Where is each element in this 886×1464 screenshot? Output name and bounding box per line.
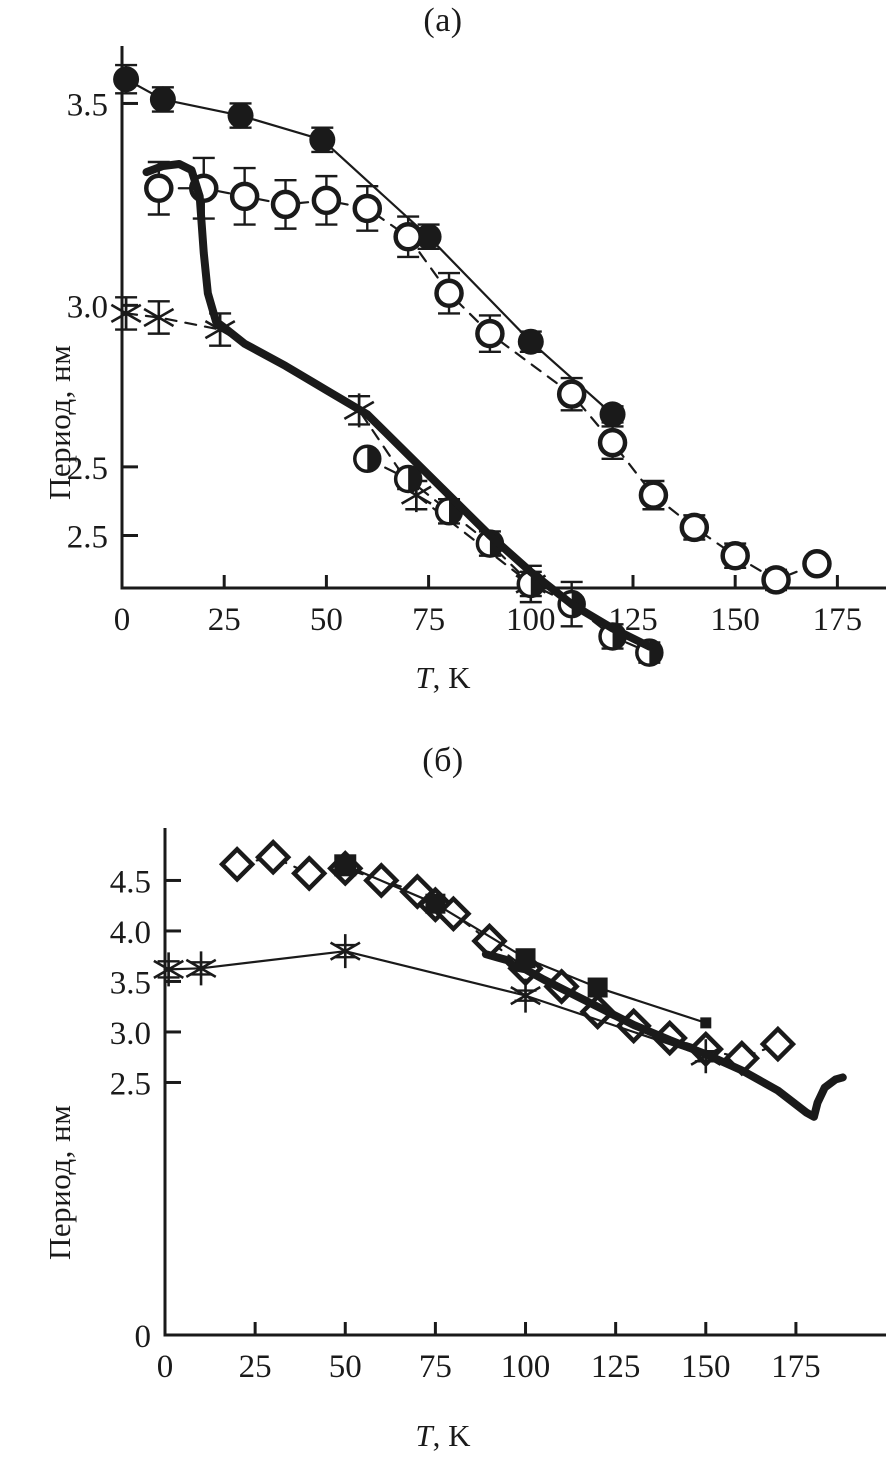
y-tick-label: 2.5 xyxy=(67,451,108,487)
marker-open-circle xyxy=(597,427,628,458)
marker-open-circle xyxy=(270,189,301,220)
y-tick-label: 2.5 xyxy=(67,520,108,556)
x-tick-label: 50 xyxy=(310,602,343,638)
panel-a-title: (a) xyxy=(423,2,463,39)
y-tick-label: 4.0 xyxy=(110,915,151,951)
x-tick-label: 0 xyxy=(114,602,131,638)
marker-open-circle xyxy=(311,185,342,216)
marker-filled-circle xyxy=(517,328,544,355)
marker-open-diamond xyxy=(759,1025,797,1063)
x-tick-label: 125 xyxy=(591,1349,641,1385)
marker-open-circle xyxy=(144,173,174,203)
y-tick-label: 3.0 xyxy=(67,289,108,325)
marker-filled-circle xyxy=(113,66,140,93)
marker-filled-square xyxy=(425,893,446,914)
series-open-circles xyxy=(144,156,832,595)
series-line xyxy=(167,950,707,1058)
marker-asterisk xyxy=(400,478,432,513)
series-line xyxy=(124,312,532,586)
series-thick-theory-curve xyxy=(142,160,654,651)
series-filled-squares xyxy=(334,854,712,1029)
marker-open-diamond xyxy=(291,855,328,892)
y-tick-label: 3.5 xyxy=(67,87,108,123)
series-line xyxy=(124,78,614,416)
plot-area: 0 25 50 75 100 125 150 175 4.5 4.0 3.5 3.0 2.5 0 xyxy=(110,828,886,1385)
marker-open-circle xyxy=(352,193,383,224)
marker-half-circle-fill xyxy=(367,445,381,472)
axis-spine xyxy=(163,828,886,1337)
chart-panel-b: (б) Период, нм T, K 0 25 50 75 100 125 150 175 4… xyxy=(0,740,886,1464)
y-tick-label: 3.5 xyxy=(110,965,151,1001)
series-line xyxy=(157,187,819,582)
marker-open-circle xyxy=(393,221,423,252)
x-axis-symbol: T xyxy=(415,1418,433,1453)
x-tick-label: 175 xyxy=(813,602,863,638)
marker-asterisk xyxy=(143,300,175,335)
marker-filled-circle xyxy=(149,86,176,113)
marker-filled-square xyxy=(700,1017,712,1029)
x-tick-label: 175 xyxy=(771,1349,821,1385)
x-tick-label: 100 xyxy=(506,602,556,638)
y-tick-label: 0 xyxy=(135,1319,152,1355)
marker-open-circle xyxy=(229,181,260,212)
marker-asterisk xyxy=(329,934,361,969)
marker-open-circle xyxy=(802,549,832,579)
marker-open-circle xyxy=(556,379,587,409)
series-line xyxy=(142,160,654,651)
marker-filled-square xyxy=(515,948,536,969)
panel-b-title: (б) xyxy=(422,742,464,779)
series-line xyxy=(481,950,847,1121)
series-filled-circles xyxy=(113,63,626,428)
panel-b-plot: 0 25 50 75 100 125 150 175 4.5 4.0 3.5 3.0 2.5 0 xyxy=(110,828,886,1385)
marker-filled-square xyxy=(334,854,357,877)
marker-filled-circle xyxy=(415,223,442,250)
y-tick-label: 3.0 xyxy=(110,1016,151,1052)
x-tick-label: 0 xyxy=(157,1349,174,1385)
x-axis-symbol: T xyxy=(415,660,433,695)
x-tick-label: 25 xyxy=(208,602,241,638)
panel-b-x-axis-label: T, K xyxy=(0,1418,886,1454)
marker-asterisk xyxy=(185,951,217,986)
marker-open-diamond xyxy=(218,846,256,883)
y-tick-label: 2.5 xyxy=(110,1066,151,1102)
x-tick-label: 25 xyxy=(239,1349,272,1385)
x-axis-unit: , K xyxy=(432,660,471,695)
chart-panel-a: (a) Период, нм T, K 0 25 50 75 100 125 150 175 3… xyxy=(0,0,886,724)
marker-asterisk xyxy=(510,978,541,1013)
marker-asterisk xyxy=(153,952,184,987)
x-tick-label: 150 xyxy=(681,1349,731,1385)
marker-open-circle xyxy=(434,278,464,308)
x-tick-label: 50 xyxy=(329,1349,362,1385)
series-thick-theory-curve xyxy=(481,950,847,1121)
marker-open-diamond xyxy=(254,839,292,876)
marker-open-circle xyxy=(638,480,669,510)
marker-asterisk xyxy=(204,312,236,347)
x-tick-label: 75 xyxy=(412,602,445,638)
marker-open-circle xyxy=(475,318,505,349)
marker-filled-circle xyxy=(599,401,626,428)
series-asterisks xyxy=(153,934,722,1074)
x-tick-label: 75 xyxy=(419,1349,452,1385)
x-tick-label: 150 xyxy=(710,602,760,638)
marker-open-circle xyxy=(679,512,710,543)
marker-asterisk xyxy=(110,296,142,331)
marker-half-circle-fill xyxy=(408,465,422,492)
x-axis-unit: , K xyxy=(432,1418,471,1453)
y-tick-label: 4.5 xyxy=(110,864,151,900)
x-tick-label: 100 xyxy=(501,1349,551,1385)
panel-a-x-axis-label: T, K xyxy=(0,660,886,696)
marker-filled-circle xyxy=(309,126,336,153)
marker-filled-circle xyxy=(227,102,254,129)
marker-filled-square xyxy=(587,977,608,998)
marker-open-circle xyxy=(761,565,791,595)
marker-open-circle xyxy=(720,540,750,571)
